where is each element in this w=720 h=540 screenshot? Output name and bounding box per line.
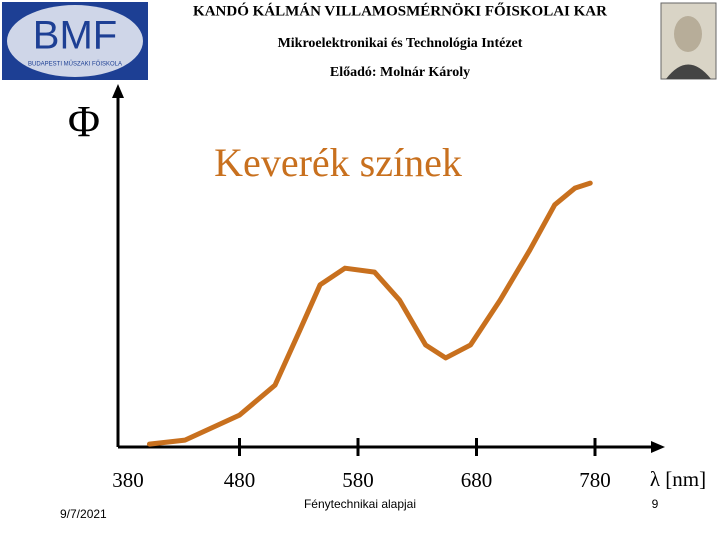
x-arrow (651, 441, 665, 453)
chart-title: Keverék színek (214, 140, 462, 185)
institution: KANDÓ KÁLMÁN VILLAMOSMÉRNÖKI FŐISKOLAI K… (193, 2, 607, 19)
x-axis-label: λ [nm] (650, 467, 706, 491)
logo-ellipse (7, 5, 143, 77)
curve (146, 180, 593, 447)
y-arrow (112, 84, 124, 98)
footer-subject: Fénytechnikai alapjai (304, 497, 416, 511)
page-number: 9 (652, 497, 659, 511)
portrait-face (674, 16, 702, 52)
x-tick-label: 680 (461, 468, 493, 492)
x-tick-label: 580 (342, 468, 374, 492)
date: 9/7/2021 (60, 507, 107, 521)
y-axis-label: Φ (68, 97, 100, 146)
logo-text: BMF (33, 14, 117, 58)
x-tick-label: 480 (224, 468, 256, 492)
x-tick-label: 380 (112, 468, 144, 492)
institute: Mikroelektronikai és Technológia Intézet (278, 36, 523, 51)
x-tick-label: 780 (579, 468, 611, 492)
lecturer: Előadó: Molnár Károly (330, 65, 470, 80)
portrait-body (666, 64, 711, 79)
logo-subtext: BUDAPESTI MŰSZAKI FŐISKOLA (28, 61, 122, 68)
